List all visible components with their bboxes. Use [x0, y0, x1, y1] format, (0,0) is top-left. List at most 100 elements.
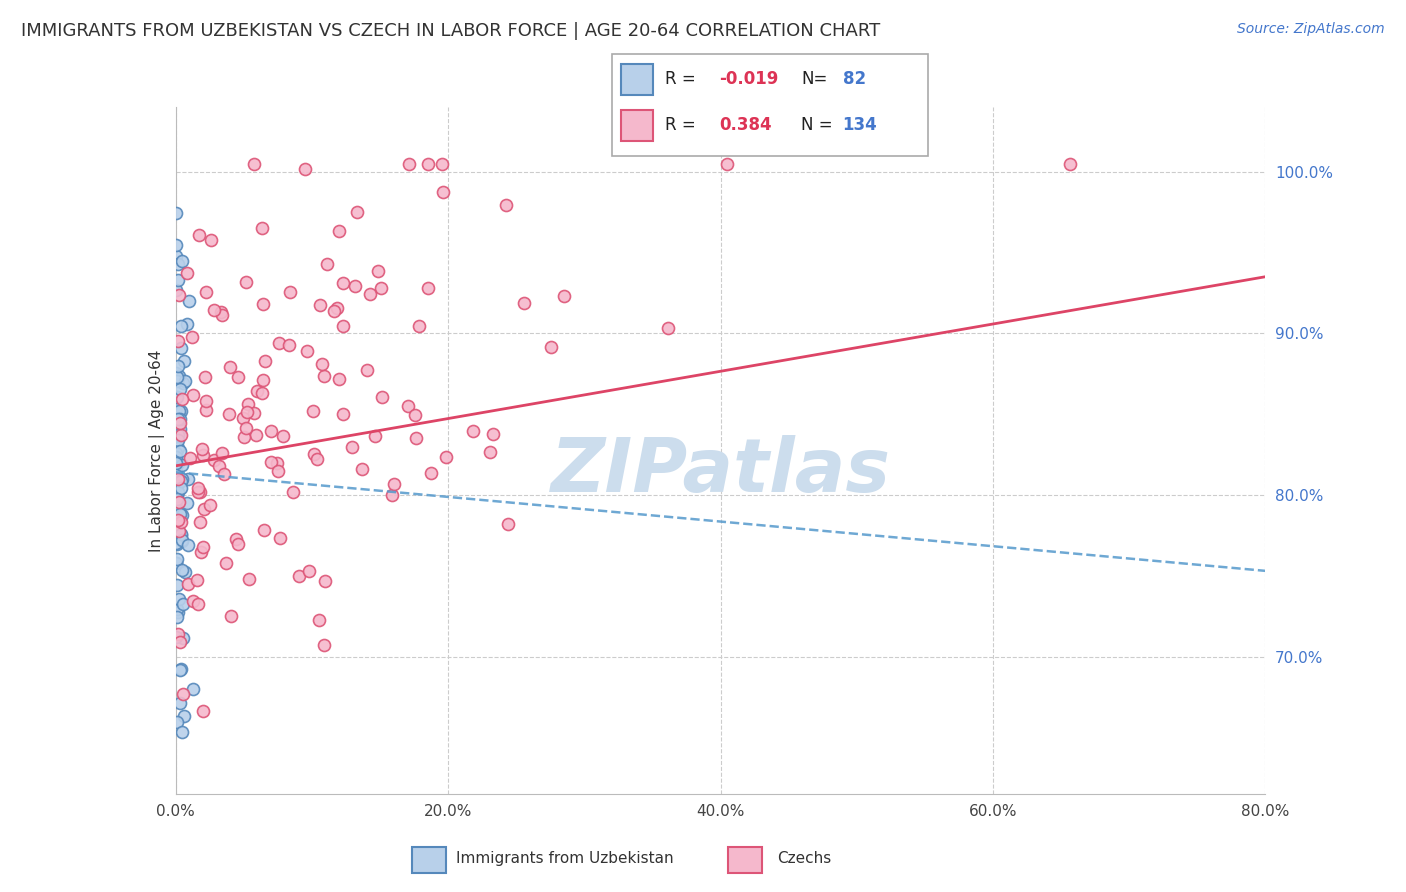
Point	[167, 627, 190, 641]
Point	[238, 572, 260, 586]
Point	[432, 156, 454, 170]
Point	[308, 613, 330, 627]
Point	[165, 450, 187, 465]
Point	[179, 450, 201, 465]
FancyBboxPatch shape	[621, 64, 652, 95]
Point	[200, 233, 222, 247]
Point	[165, 238, 187, 252]
Y-axis label: In Labor Force | Age 20-64: In Labor Force | Age 20-64	[149, 350, 165, 551]
Point	[193, 501, 215, 516]
Point	[211, 305, 233, 319]
Point	[288, 569, 311, 583]
Point	[166, 359, 188, 374]
Point	[307, 451, 329, 466]
Point	[219, 359, 242, 374]
Point	[381, 488, 404, 502]
Point	[195, 285, 218, 300]
Point	[165, 401, 187, 415]
Point	[325, 301, 347, 315]
Point	[169, 507, 191, 521]
Point	[343, 278, 366, 293]
Point	[479, 445, 502, 459]
Point	[167, 411, 190, 425]
Text: Source: ZipAtlas.com: Source: ZipAtlas.com	[1237, 22, 1385, 37]
Point	[172, 508, 194, 523]
Point	[311, 357, 333, 371]
Point	[174, 565, 197, 579]
Point	[167, 334, 190, 348]
Point	[167, 442, 190, 456]
Point	[273, 429, 295, 443]
Point	[177, 293, 200, 308]
Point	[235, 421, 257, 435]
Point	[165, 503, 187, 517]
Point	[166, 714, 188, 729]
Point	[398, 156, 420, 170]
Point	[183, 682, 205, 697]
Point	[165, 478, 187, 492]
Point	[173, 709, 195, 723]
Point	[294, 162, 316, 177]
Point	[308, 297, 330, 311]
Point	[167, 411, 190, 425]
Point	[187, 481, 209, 495]
Point	[252, 385, 274, 400]
Point	[186, 573, 208, 587]
Point	[194, 369, 217, 384]
Point	[166, 374, 188, 388]
Point	[202, 302, 225, 317]
Point	[172, 725, 194, 739]
Point	[176, 495, 198, 509]
Point	[314, 574, 336, 588]
Point	[314, 638, 336, 652]
Point	[236, 405, 259, 419]
Point	[166, 602, 188, 616]
Point	[169, 524, 191, 539]
Point	[170, 319, 193, 334]
Text: Immigrants from Uzbekistan: Immigrants from Uzbekistan	[456, 851, 673, 866]
Point	[495, 198, 517, 212]
Point	[314, 369, 336, 384]
Point	[166, 610, 188, 624]
Point	[165, 446, 187, 460]
Point	[332, 276, 354, 290]
Point	[167, 288, 190, 302]
Point	[166, 578, 188, 592]
Point	[253, 523, 276, 537]
Point	[267, 335, 290, 350]
Point	[169, 495, 191, 509]
Point	[172, 533, 194, 547]
Point	[165, 366, 187, 380]
Point	[169, 412, 191, 426]
Point	[165, 464, 187, 478]
Point	[367, 263, 389, 277]
Point	[167, 368, 190, 383]
Point	[166, 492, 188, 507]
Point	[167, 456, 190, 470]
Point	[165, 249, 187, 263]
Point	[266, 456, 288, 470]
Point	[211, 446, 233, 460]
Point	[356, 363, 378, 377]
Text: -0.019: -0.019	[720, 70, 779, 87]
Point	[328, 372, 350, 386]
Point	[165, 630, 187, 644]
Point	[236, 397, 259, 411]
Point	[364, 429, 387, 443]
Point	[166, 552, 188, 566]
Point	[371, 390, 394, 404]
Text: N=: N=	[801, 70, 828, 87]
Point	[298, 564, 321, 578]
Point	[316, 257, 339, 271]
Point	[177, 538, 200, 552]
Point	[165, 206, 187, 220]
Text: IMMIGRANTS FROM UZBEKISTAN VS CZECH IN LABOR FORCE | AGE 20-64 CORRELATION CHART: IMMIGRANTS FROM UZBEKISTAN VS CZECH IN L…	[21, 22, 880, 40]
Point	[232, 410, 254, 425]
Point	[167, 419, 190, 434]
Point	[301, 404, 323, 418]
Point	[434, 450, 457, 464]
FancyBboxPatch shape	[621, 110, 652, 141]
Point	[218, 407, 240, 421]
Point	[172, 687, 194, 701]
Point	[281, 485, 304, 500]
